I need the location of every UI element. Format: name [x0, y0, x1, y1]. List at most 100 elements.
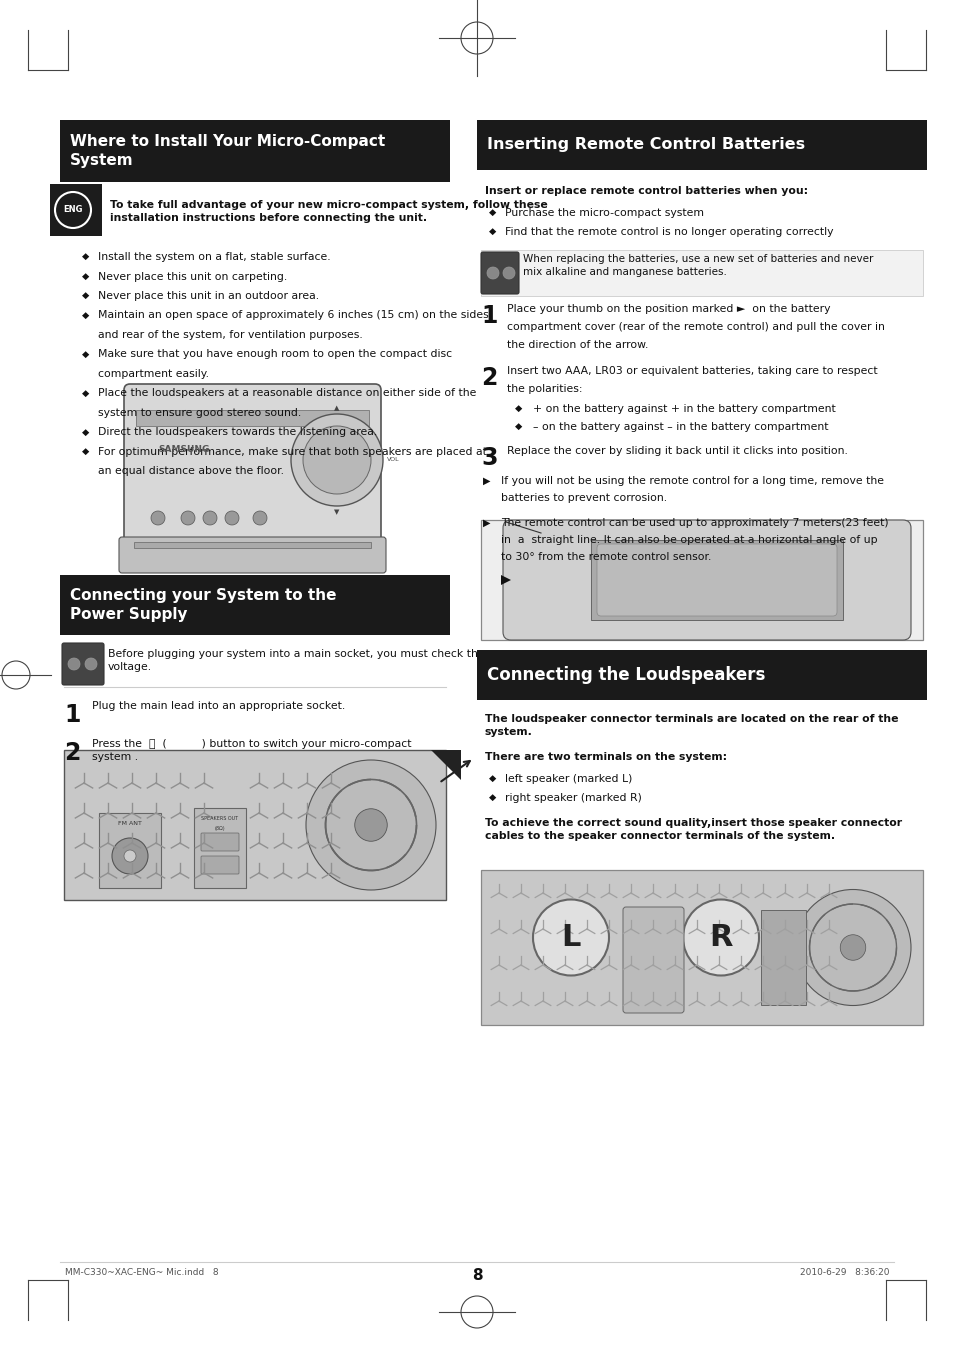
Text: to 30° from the remote control sensor.: to 30° from the remote control sensor.: [500, 552, 711, 562]
Bar: [60, 120, 450, 182]
Circle shape: [533, 899, 608, 976]
Text: ◆: ◆: [82, 292, 90, 300]
Text: and rear of the system, for ventilation purposes.: and rear of the system, for ventilation …: [98, 329, 362, 340]
Circle shape: [502, 267, 515, 279]
Text: Insert two AAA, LR03 or equivalent batteries, taking care to respect: Insert two AAA, LR03 or equivalent batte…: [506, 366, 877, 377]
Text: Maintain an open space of approximately 6 inches (15 cm) on the sides: Maintain an open space of approximately …: [98, 310, 488, 320]
Circle shape: [794, 890, 910, 1006]
Text: ▶: ▶: [482, 477, 490, 486]
FancyBboxPatch shape: [622, 907, 683, 1012]
Text: ◆: ◆: [489, 208, 496, 217]
FancyBboxPatch shape: [119, 537, 386, 572]
Text: SPEAKERS OUT: SPEAKERS OUT: [201, 815, 238, 821]
Text: ENG: ENG: [63, 205, 83, 215]
Text: batteries to prevent corrosion.: batteries to prevent corrosion.: [500, 493, 666, 504]
FancyBboxPatch shape: [597, 544, 836, 616]
Text: Place the loudspeakers at a reasonable distance on either side of the: Place the loudspeakers at a reasonable d…: [98, 389, 476, 398]
FancyBboxPatch shape: [62, 643, 104, 684]
Text: ◆: ◆: [82, 271, 90, 281]
Text: To take full advantage of your new micro-compact system, follow these
installati: To take full advantage of your new micro…: [110, 200, 547, 223]
Text: There are two terminals on the system:: There are two terminals on the system:: [484, 752, 726, 761]
Text: Purchase the micro-compact system: Purchase the micro-compact system: [504, 208, 703, 217]
Text: ▲: ▲: [334, 405, 339, 410]
Text: The loudspeaker connector terminals are located on the rear of the
system.: The loudspeaker connector terminals are …: [484, 714, 898, 737]
Bar: [480, 520, 923, 640]
Polygon shape: [431, 751, 460, 780]
Text: Place your thumb on the position marked ►  on the battery: Place your thumb on the position marked …: [506, 304, 830, 315]
Circle shape: [112, 838, 148, 873]
Text: ◆: ◆: [82, 389, 90, 397]
Bar: [760, 910, 805, 1004]
Text: ▼: ▼: [334, 509, 339, 514]
Text: 2010-6-29   8:36:20: 2010-6-29 8:36:20: [800, 1268, 889, 1277]
Text: right speaker (marked R): right speaker (marked R): [504, 792, 641, 803]
Text: If you will not be using the remote control for a long time, remove the: If you will not be using the remote cont…: [500, 477, 883, 486]
Text: the direction of the arrow.: the direction of the arrow.: [506, 340, 648, 350]
Text: in  a  straight line. It can also be operated at a horizontal angle of up: in a straight line. It can also be opera…: [500, 535, 877, 545]
Text: 2: 2: [480, 366, 497, 390]
Text: + on the battery against + in the battery compartment: + on the battery against + in the batter…: [533, 404, 835, 414]
Bar: [476, 120, 926, 170]
Bar: [480, 250, 923, 296]
Text: ▶: ▶: [482, 518, 490, 528]
Circle shape: [682, 899, 759, 976]
Bar: [193, 809, 246, 888]
Text: ◆: ◆: [82, 447, 90, 456]
Text: 1: 1: [64, 703, 80, 728]
Text: Press the  ⏻  (          ) button to switch your micro-compact
system .: Press the ⏻ ( ) button to switch your mi…: [91, 738, 411, 761]
Bar: [133, 541, 371, 548]
Bar: [60, 575, 450, 634]
Circle shape: [306, 760, 436, 890]
Text: Connecting the Loudspeakers: Connecting the Loudspeakers: [486, 666, 764, 684]
Circle shape: [355, 809, 387, 841]
Text: an equal distance above the floor.: an equal distance above the floor.: [98, 467, 284, 477]
Text: 1: 1: [480, 304, 497, 328]
Text: Before plugging your system into a main socket, you must check the
voltage.: Before plugging your system into a main …: [108, 649, 484, 672]
Text: (8Ω): (8Ω): [214, 826, 225, 832]
Bar: [590, 540, 842, 620]
FancyBboxPatch shape: [201, 856, 239, 873]
Circle shape: [68, 657, 80, 670]
Text: To achieve the correct sound quality,insert those speaker connector
cables to th: To achieve the correct sound quality,ins…: [484, 818, 902, 841]
Text: compartment cover (rear of the remote control) and pull the cover in: compartment cover (rear of the remote co…: [506, 323, 884, 332]
Circle shape: [291, 414, 382, 506]
Text: ◆: ◆: [489, 792, 496, 802]
Text: 2: 2: [64, 741, 80, 765]
Text: The remote control can be used up to approximately 7 meters(23 feet): The remote control can be used up to app…: [500, 518, 887, 528]
Text: Install the system on a flat, stable surface.: Install the system on a flat, stable sur…: [98, 252, 331, 262]
Circle shape: [181, 512, 194, 525]
Text: Make sure that you have enough room to open the compact disc: Make sure that you have enough room to o…: [98, 350, 452, 359]
Text: ◆: ◆: [489, 227, 496, 236]
Bar: [99, 813, 161, 888]
Bar: [136, 410, 369, 427]
Bar: [64, 751, 446, 900]
Text: ◆: ◆: [82, 310, 90, 320]
Text: ◆: ◆: [82, 428, 90, 436]
Text: When replacing the batteries, use a new set of batteries and never
mix alkaline : When replacing the batteries, use a new …: [522, 254, 872, 277]
FancyBboxPatch shape: [502, 520, 910, 640]
Text: FM ANT: FM ANT: [118, 821, 142, 826]
Text: the polarities:: the polarities:: [506, 383, 582, 394]
Text: ◆: ◆: [489, 774, 496, 783]
Text: VOL: VOL: [387, 458, 399, 463]
Text: Plug the main lead into an appropriate socket.: Plug the main lead into an appropriate s…: [91, 701, 345, 711]
Text: ◆: ◆: [82, 350, 90, 359]
Text: left speaker (marked L): left speaker (marked L): [504, 774, 632, 784]
Bar: [50, 184, 102, 236]
Circle shape: [85, 657, 97, 670]
Circle shape: [124, 850, 136, 863]
Circle shape: [303, 427, 371, 494]
Text: ◆: ◆: [515, 423, 521, 431]
Circle shape: [486, 267, 498, 279]
Circle shape: [840, 934, 865, 960]
Text: 8: 8: [471, 1268, 482, 1282]
Text: Never place this unit in an outdoor area.: Never place this unit in an outdoor area…: [98, 292, 319, 301]
Circle shape: [253, 512, 267, 525]
Text: Inserting Remote Control Batteries: Inserting Remote Control Batteries: [486, 138, 804, 153]
Text: compartment easily.: compartment easily.: [98, 369, 209, 379]
FancyBboxPatch shape: [201, 833, 239, 851]
Polygon shape: [500, 575, 511, 585]
Text: R: R: [708, 923, 732, 952]
Text: MM-C330~XAC-ENG~ Mic.indd   8: MM-C330~XAC-ENG~ Mic.indd 8: [65, 1268, 218, 1277]
Circle shape: [151, 512, 165, 525]
